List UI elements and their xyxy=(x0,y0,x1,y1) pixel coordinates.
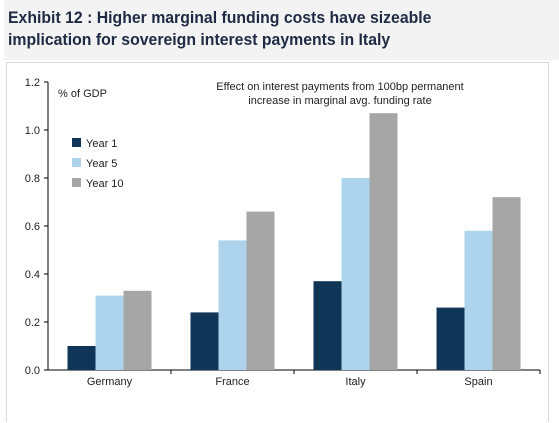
bar-spain-year-10 xyxy=(492,197,521,370)
bar-spain-year-1 xyxy=(436,307,465,370)
labels: 0.0 0.2 0.4 0.6 0.8 1.0 1.2 % of GDP Effect on i… xyxy=(25,77,493,388)
legend-label: Year 10 xyxy=(86,178,124,190)
legend-swatch xyxy=(72,158,81,167)
legend: Year 1 Year 5 Year 10 xyxy=(72,138,124,190)
y-tick-label: 0.2 xyxy=(25,317,40,329)
header-band xyxy=(4,0,559,60)
bar-france-year-1 xyxy=(190,312,219,370)
bars xyxy=(67,113,521,370)
bar-france-year-10 xyxy=(246,211,275,370)
bar-germany-year-5 xyxy=(95,295,124,370)
bar-italy-year-1 xyxy=(313,281,342,370)
y-tick-label: 0.6 xyxy=(25,221,40,233)
exhibit-title: Exhibit 12 : Higher marginal funding cos… xyxy=(8,8,432,49)
bar-germany-year-1 xyxy=(67,346,96,370)
y-tick-label: 0.0 xyxy=(25,365,40,377)
bar-germany-year-10 xyxy=(123,290,152,370)
bar-spain-year-5 xyxy=(464,230,493,370)
legend-swatch xyxy=(72,178,81,187)
y-tick-label: 0.8 xyxy=(25,173,40,185)
x-tick-label: Italy xyxy=(345,376,366,388)
legend-label: Year 5 xyxy=(86,158,117,170)
y-tick-label: 0.4 xyxy=(25,269,40,281)
legend-label: Year 1 xyxy=(86,138,117,150)
x-tick-label: Germany xyxy=(87,376,133,388)
x-tick-label: France xyxy=(215,376,249,388)
chart-annotation: Effect on interest payments from 100bp p… xyxy=(216,81,463,93)
legend-swatch xyxy=(72,138,81,147)
chart-annotation: increase in marginal avg. funding rate xyxy=(248,95,431,107)
x-tick-label: Spain xyxy=(464,376,492,388)
y-tick-label: 1.0 xyxy=(25,125,40,137)
y-axis-label: % of GDP xyxy=(58,88,107,100)
bar-france-year-5 xyxy=(218,240,247,370)
y-tick-label: 1.2 xyxy=(25,77,40,89)
bar-italy-year-5 xyxy=(341,178,370,370)
bar-italy-year-10 xyxy=(369,113,398,370)
